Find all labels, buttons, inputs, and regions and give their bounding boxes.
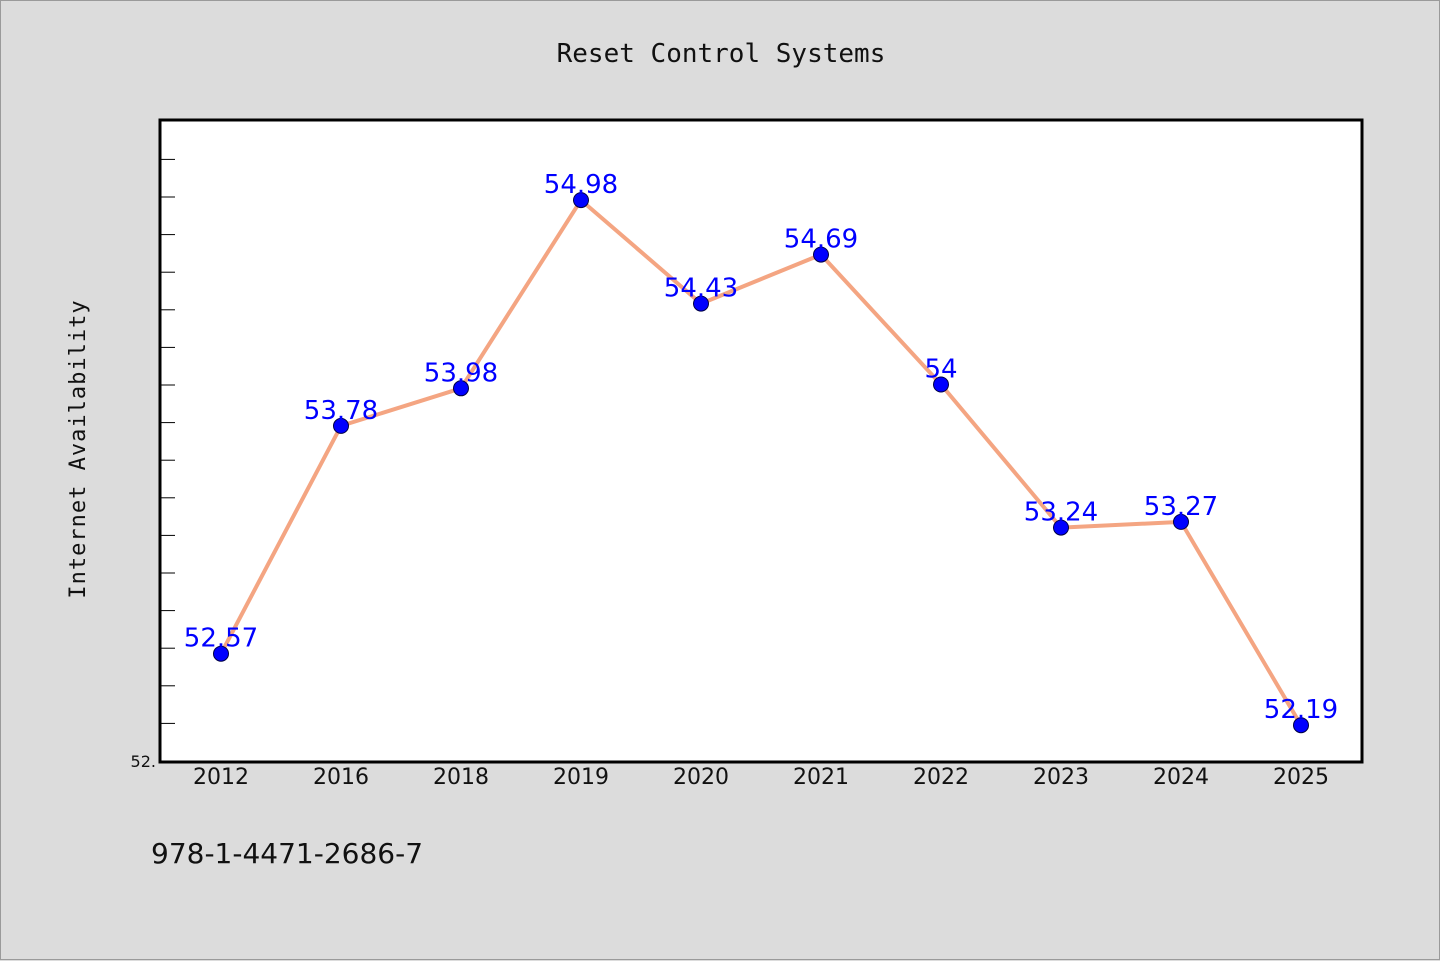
series-line: [219, 198, 1303, 727]
data-label: 52.19: [1264, 695, 1338, 725]
series-line-group: [219, 198, 1303, 727]
data-label: 54.69: [784, 225, 858, 255]
data-label: 54: [924, 355, 957, 385]
data-label: 53.78: [304, 396, 378, 426]
x-tick-label: 2022: [913, 765, 969, 790]
plot-area: [158, 118, 1364, 764]
data-label: 53.27: [1144, 492, 1218, 522]
data-point-marker: [213, 645, 229, 662]
data-point-marker: [573, 192, 589, 209]
data-point-marker: [813, 246, 829, 263]
data-point-marker: [933, 376, 949, 393]
data-point-marker: [453, 380, 469, 397]
data-point-marker: [333, 417, 349, 434]
x-tick-label: 2023: [1033, 765, 1089, 790]
y-axis-label: Internet Availability: [66, 299, 91, 598]
x-tick-label: 2020: [673, 765, 729, 790]
x-tick-label: 2019: [553, 765, 609, 790]
data-point-marker: [1173, 513, 1189, 530]
x-tick-label: 2021: [793, 765, 849, 790]
data-label-group: 52.57 53.78 53.98 54.98 54.43 54.69 54 53.24 53.…: [184, 170, 1338, 725]
data-label: 54.98: [544, 170, 618, 200]
y-axis-ticks: [161, 158, 175, 762]
chart-title: Reset Control Systems: [557, 39, 886, 69]
x-tick-label: 2025: [1273, 765, 1329, 790]
data-label: 52.57: [184, 624, 258, 654]
x-axis-tick-labels: 2012 2016 2018 2019 2020 2021 2022 2023 2024 2025: [193, 765, 1329, 790]
x-tick-label: 2018: [433, 765, 489, 790]
footer-isbn: 978-1-4471-2686-7: [151, 837, 423, 870]
data-point-marker: [1053, 519, 1069, 536]
marker-group: [213, 192, 1309, 734]
x-tick-label: 2016: [313, 765, 369, 790]
data-point-marker: [1293, 717, 1309, 734]
data-label: 53.98: [424, 358, 498, 388]
y-tick-label: 52.: [131, 752, 156, 771]
x-tick-label: 2012: [193, 765, 249, 790]
data-label: 53.24: [1024, 498, 1098, 528]
x-tick-label: 2024: [1153, 765, 1209, 790]
data-point-marker: [693, 295, 709, 312]
data-label: 54.43: [664, 274, 738, 304]
